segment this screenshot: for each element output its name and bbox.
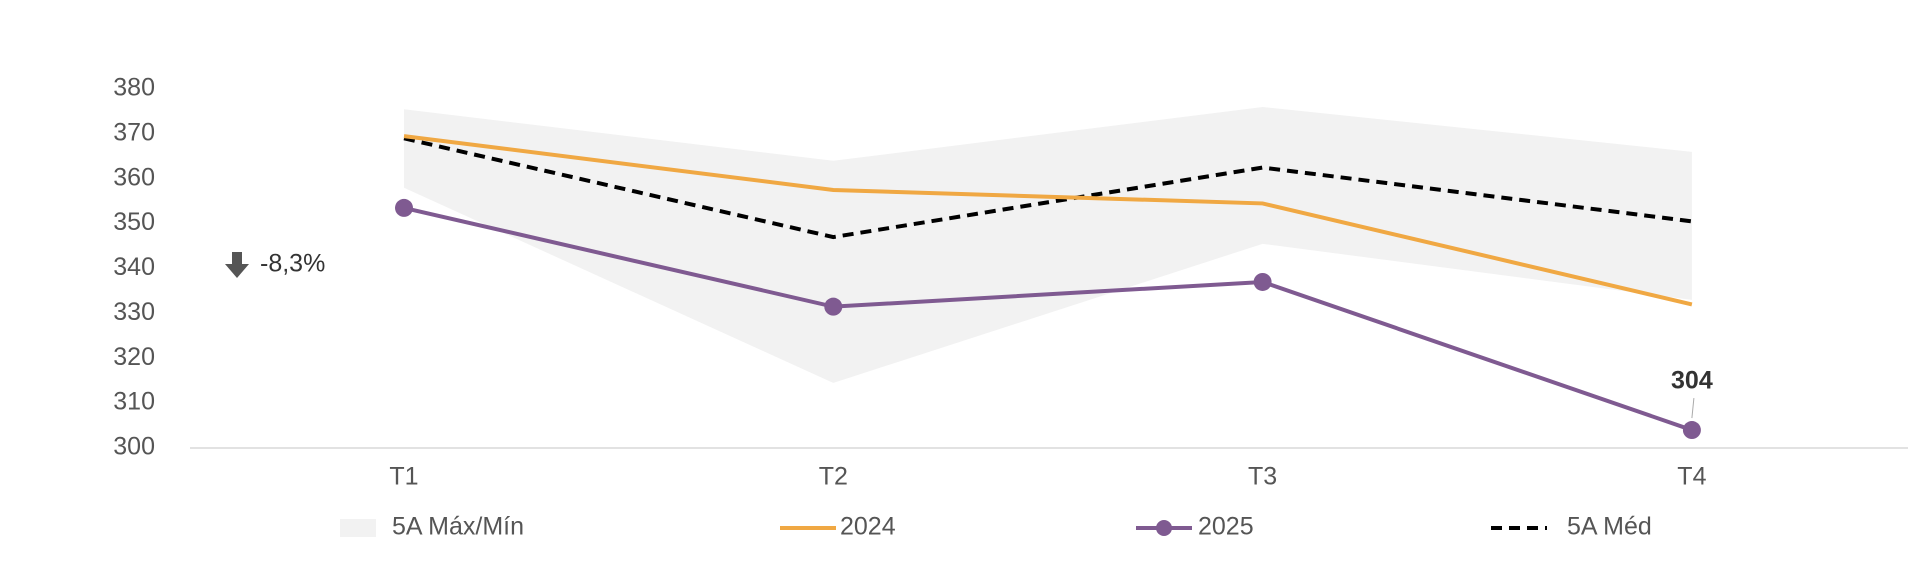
x-tick-label: T2 xyxy=(819,463,848,491)
annotation: -8,3% xyxy=(260,250,325,278)
legend-label: 2025 xyxy=(1198,513,1254,541)
legend-swatch xyxy=(340,519,376,537)
series-line xyxy=(403,205,1693,432)
series-marker xyxy=(1682,421,1701,440)
y-tick-label: 300 xyxy=(113,433,155,461)
y-tick-label: 310 xyxy=(113,388,155,416)
series-marker xyxy=(395,198,413,217)
x-tick-label: T3 xyxy=(1248,463,1277,491)
down-arrow-icon xyxy=(225,252,249,278)
band-area xyxy=(404,106,1692,383)
label-leader xyxy=(1691,398,1695,419)
y-tick-label: 340 xyxy=(113,253,155,281)
y-tick-label: 320 xyxy=(113,343,155,371)
series-marker xyxy=(824,297,843,316)
legend-label: 2024 xyxy=(840,513,896,541)
legend-label: 5A Máx/Mín xyxy=(392,513,524,541)
y-tick-label: 350 xyxy=(113,208,155,236)
data-label: 304 xyxy=(1671,367,1713,395)
y-tick-label: 360 xyxy=(113,163,155,191)
x-tick-label: T1 xyxy=(389,463,418,491)
legend-marker xyxy=(1156,520,1172,536)
legend-label: 5A Méd xyxy=(1567,513,1652,541)
y-tick-label: 370 xyxy=(113,118,155,146)
series-line xyxy=(403,134,1693,307)
y-tick-label: 330 xyxy=(113,298,155,326)
series-line xyxy=(403,136,1693,240)
x-tick-label: T4 xyxy=(1677,463,1706,491)
series-marker xyxy=(1253,272,1272,291)
y-tick-label: 380 xyxy=(113,74,155,102)
